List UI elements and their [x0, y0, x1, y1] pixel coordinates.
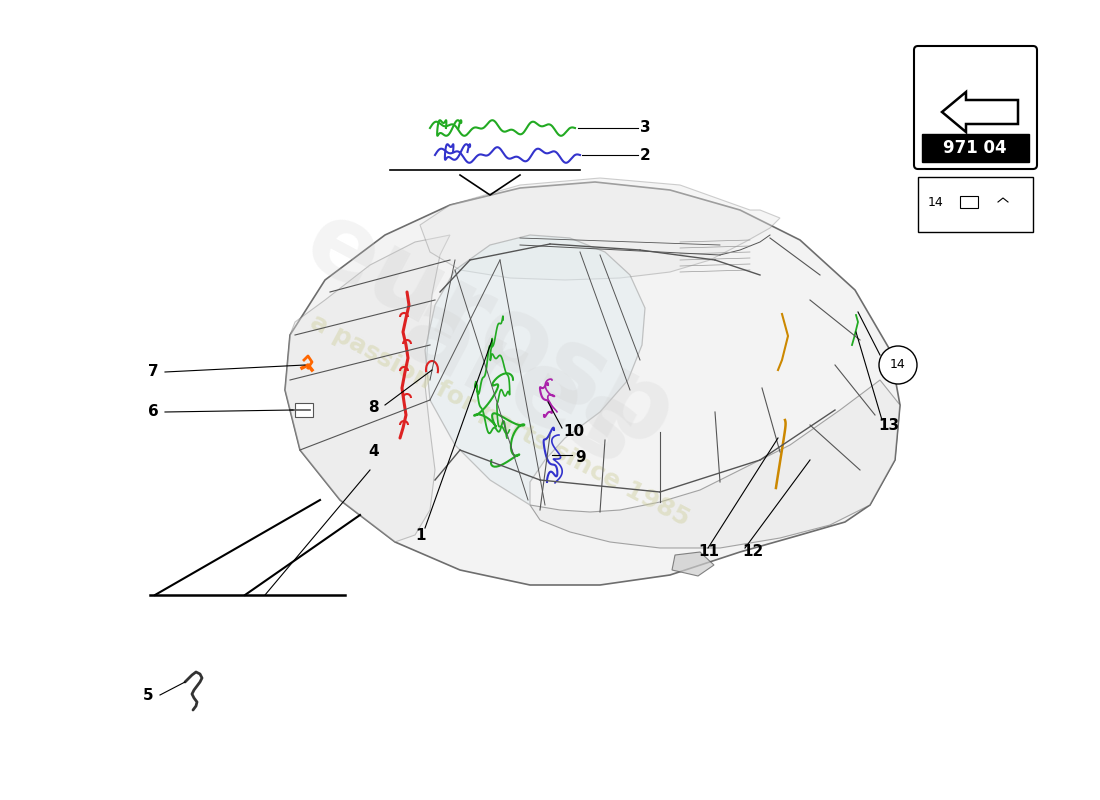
Polygon shape — [285, 182, 900, 585]
FancyArrow shape — [942, 92, 1018, 132]
Bar — [922, 134, 1028, 162]
Text: a passion for parts since 1985: a passion for parts since 1985 — [306, 310, 694, 530]
Text: 12: 12 — [742, 545, 763, 559]
Polygon shape — [672, 552, 714, 576]
Text: 6: 6 — [148, 405, 158, 419]
Text: eurosp: eurosp — [288, 190, 692, 470]
Text: ares: ares — [384, 281, 656, 490]
Text: 8: 8 — [368, 401, 378, 415]
Text: 13: 13 — [878, 418, 899, 433]
Bar — [960, 196, 978, 208]
Text: 1: 1 — [415, 527, 426, 542]
Bar — [295, 403, 313, 417]
Polygon shape — [285, 235, 450, 542]
Polygon shape — [425, 235, 645, 505]
Text: 5: 5 — [143, 687, 154, 702]
Text: 7: 7 — [148, 365, 158, 379]
Text: 971 04: 971 04 — [943, 139, 1006, 157]
Text: 4: 4 — [368, 445, 378, 459]
FancyBboxPatch shape — [914, 46, 1037, 169]
Text: 14: 14 — [928, 195, 944, 209]
Circle shape — [879, 346, 917, 384]
Text: 10: 10 — [563, 425, 584, 439]
Text: 11: 11 — [698, 545, 719, 559]
Text: 2: 2 — [640, 147, 651, 162]
Text: 3: 3 — [640, 121, 650, 135]
Polygon shape — [420, 178, 780, 280]
Polygon shape — [530, 380, 900, 548]
Text: 14: 14 — [890, 358, 906, 371]
FancyBboxPatch shape — [918, 177, 1033, 232]
Text: 9: 9 — [575, 450, 585, 466]
